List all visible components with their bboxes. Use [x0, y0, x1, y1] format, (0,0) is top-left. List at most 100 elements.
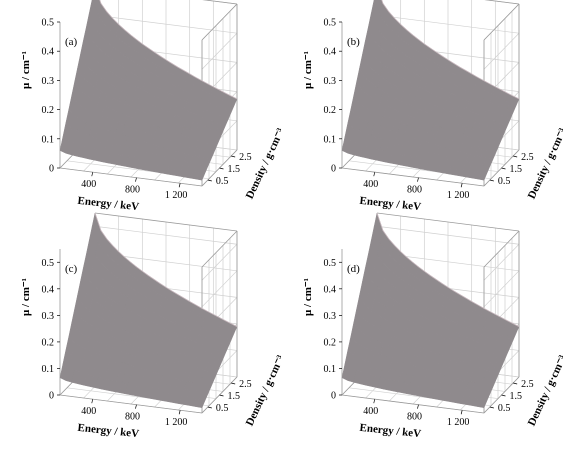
y-tick	[489, 179, 494, 182]
surface-chart-panel: 0 0.1 0.2 0.3 0.4 0.5 μ / cm⁻¹ 400 800 1 200 Energ…	[0, 212, 287, 453]
x-tick-label: 1 200	[447, 190, 470, 201]
y-tick-label: 0.5	[216, 403, 229, 414]
x-axis: 400 800 1 200 Energy / keV	[77, 399, 187, 440]
x-tick-label: 400	[81, 406, 96, 417]
x-tick-label: 800	[407, 412, 422, 423]
z-axis-label: μ / cm⁻¹	[20, 278, 32, 316]
y-tick-label: 0.5	[498, 403, 511, 414]
box-edge	[483, 3, 520, 41]
y-tick-label: 1.5	[228, 164, 241, 175]
z-tick-label: 0.5	[42, 18, 55, 29]
box-edge	[59, 167, 203, 187]
panel-label: (d)	[347, 263, 360, 275]
y-tick-label: 2.5	[239, 379, 252, 390]
z-tick-label: 0.1	[42, 134, 55, 145]
surface-chart: 0 0.1 0.2 0.3 0.4 0.5 μ / cm⁻¹ 400 800 1 200 Energ…	[302, 212, 563, 440]
grid-line	[201, 32, 238, 70]
box-edge	[483, 230, 520, 268]
z-axis: 0 0.1 0.2 0.3 0.4 0.5 μ / cm⁻¹	[20, 18, 60, 175]
z-tick-label: 0.3	[324, 76, 337, 87]
x-tick	[135, 177, 137, 182]
z-tick-label: 0	[331, 391, 336, 402]
y-tick-label: 0.5	[216, 176, 229, 187]
x-tick	[460, 410, 463, 415]
surface-chart-panel: 0 0.1 0.2 0.3 0.4 0.5 μ / cm⁻¹ 400 800 1 200 Energ…	[282, 212, 563, 453]
x-tick-label: 800	[407, 185, 422, 196]
y-axis-label: Density / g·cm⁻³	[244, 353, 287, 428]
surface-chart-panel: 0 0.1 0.2 0.3 0.4 0.5 μ / cm⁻¹ 400 800 1 200 Energ…	[0, 0, 287, 226]
z-tick-label: 0.5	[324, 18, 337, 29]
surface-edge	[376, 212, 520, 327]
y-tick	[207, 179, 212, 182]
x-tick	[91, 399, 94, 404]
box-edge	[201, 230, 238, 268]
y-axis-label: Density / g·cm⁻³	[526, 353, 563, 428]
surface-patch	[195, 399, 206, 408]
x-axis: 400 800 1 200 Energy / keV	[77, 172, 187, 213]
y-tick	[231, 155, 236, 158]
x-tick-label: 400	[363, 406, 378, 417]
surface-chart: 0 0.1 0.2 0.3 0.4 0.5 μ / cm⁻¹ 400 800 1 200 Energ…	[20, 212, 287, 440]
z-tick-label: 0.1	[324, 364, 337, 375]
y-tick-label: 2.5	[239, 152, 252, 163]
surface-chart: 0 0.1 0.2 0.3 0.4 0.5 μ / cm⁻¹ 400 800 1 200 Energ…	[302, 0, 563, 213]
x-tick	[373, 172, 376, 177]
grid-line	[201, 270, 238, 308]
grid-line	[483, 244, 520, 281]
x-axis-label: Energy / keV	[77, 195, 140, 213]
z-tick-label: 0.3	[324, 311, 337, 322]
x-tick-label: 1 200	[165, 417, 188, 428]
x-tick	[417, 177, 419, 182]
box-edge	[484, 0, 520, 5]
surface-edge	[381, 0, 520, 100]
panel-label: (b)	[347, 36, 360, 48]
z-axis-label: μ / cm⁻¹	[20, 51, 32, 89]
grid-line	[201, 244, 238, 281]
surface-mesh	[341, 212, 520, 408]
z-tick-label: 0.1	[42, 364, 55, 375]
x-tick	[178, 410, 181, 415]
y-tick-label: 1.5	[510, 164, 523, 175]
x-tick	[91, 172, 94, 177]
z-tick-label: 0.2	[324, 105, 337, 116]
z-tick-label: 0.4	[324, 284, 337, 295]
x-tick-label: 800	[125, 185, 140, 196]
surface-chart-panel: 0 0.1 0.2 0.3 0.4 0.5 μ / cm⁻¹ 400 800 1 200 Energ…	[282, 0, 563, 226]
x-axis-label: Energy / keV	[77, 422, 140, 440]
z-axis-label: μ / cm⁻¹	[302, 278, 314, 316]
z-axis: 0 0.1 0.2 0.3 0.4 0.5 μ / cm⁻¹	[20, 258, 60, 402]
y-axis-label: Density / g·cm⁻³	[526, 126, 563, 201]
x-tick	[135, 404, 137, 409]
y-tick-label: 1.5	[510, 391, 523, 402]
y-tick-label: 2.5	[521, 379, 534, 390]
x-tick	[417, 404, 419, 409]
box-edge	[202, 0, 238, 5]
z-tick-label: 0	[49, 391, 54, 402]
x-axis-label: Energy / keV	[359, 422, 422, 440]
surface-patch	[477, 171, 488, 181]
x-tick-label: 800	[125, 412, 140, 423]
surface-edge	[94, 212, 238, 327]
y-tick	[219, 394, 224, 397]
y-tick-label: 2.5	[521, 152, 534, 163]
z-tick-label: 0	[331, 164, 336, 175]
surface-mesh	[59, 212, 238, 408]
x-tick	[373, 399, 376, 404]
y-tick	[501, 394, 506, 397]
y-tick-label: 0.5	[498, 176, 511, 187]
surface-chart: 0 0.1 0.2 0.3 0.4 0.5 μ / cm⁻¹ 400 800 1 200 Energ…	[20, 0, 287, 213]
x-tick	[460, 183, 463, 188]
y-tick	[219, 167, 224, 170]
z-axis: 0 0.1 0.2 0.3 0.4 0.5 μ / cm⁻¹	[302, 258, 342, 402]
panel-label: (a)	[65, 36, 78, 48]
x-tick	[178, 183, 181, 188]
y-tick	[513, 382, 518, 385]
z-tick-label: 0.2	[42, 337, 55, 348]
y-tick-label: 1.5	[228, 391, 241, 402]
x-tick-label: 1 200	[447, 417, 470, 428]
z-tick-label: 0.5	[42, 258, 55, 269]
grid-line	[483, 270, 520, 308]
surface-mesh	[341, 0, 520, 181]
box-edge	[341, 167, 485, 187]
z-tick-label: 0.2	[324, 337, 337, 348]
